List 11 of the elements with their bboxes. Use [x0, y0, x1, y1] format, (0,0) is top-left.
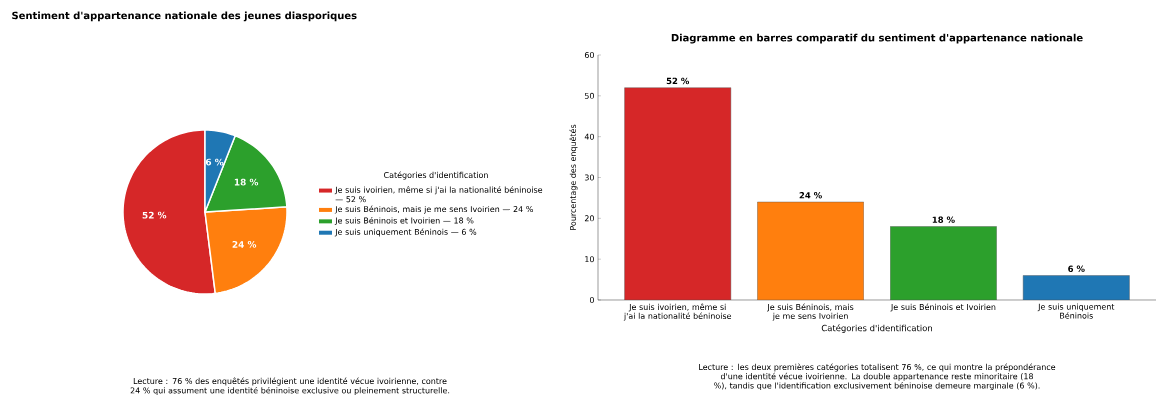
chart-title: Sentiment d'appartenance nationale des jeunes diasporiques: [12, 11, 357, 22]
x-axis-title: Catégories d'identification: [821, 324, 932, 333]
data-label: 18 %: [234, 178, 259, 186]
data-label: 24 %: [799, 192, 822, 199]
data-label: 52 %: [142, 211, 167, 219]
data-label: 52 %: [666, 77, 690, 85]
chart-title: Diagramme en barres comparatif du sentiment d'appartenance nationale: [671, 33, 1083, 44]
data-label: 24 %: [232, 241, 257, 248]
data-label: 18 %: [932, 216, 955, 223]
data-label: 6 %: [1068, 265, 1085, 272]
data-label: 6 %: [205, 158, 224, 166]
